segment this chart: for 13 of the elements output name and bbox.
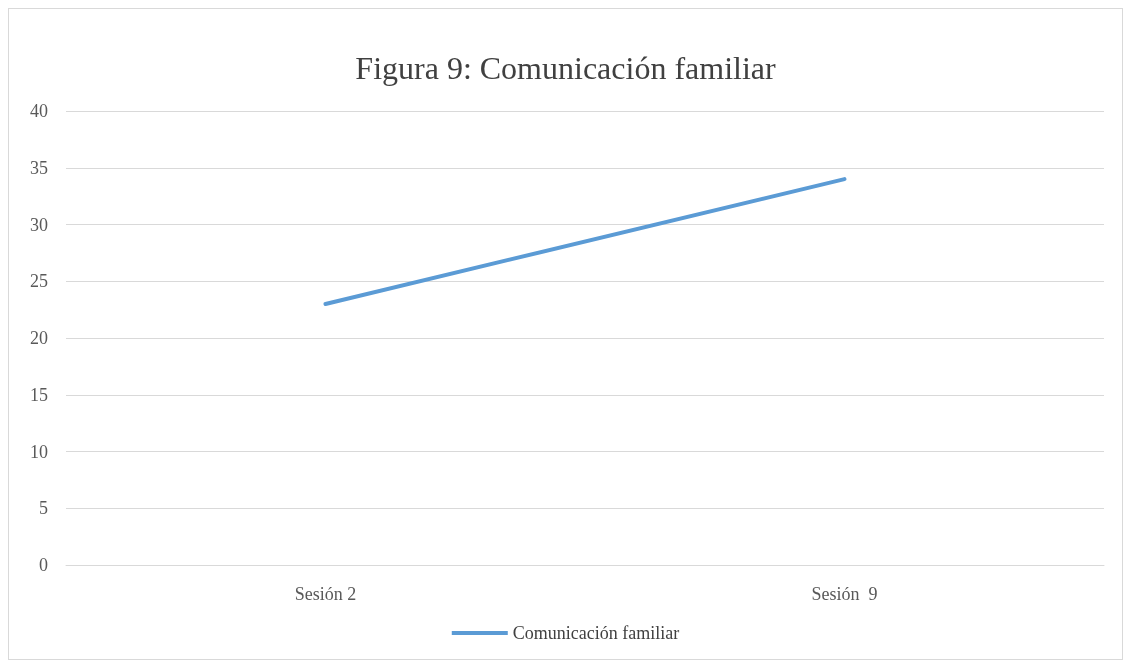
y-tick-label: 5 [39,498,48,519]
chart-title: Figura 9: Comunicación familiar [355,50,777,86]
y-tick-label: 0 [39,555,48,575]
x-tick-label: Sesión 2 [294,584,357,604]
x-tick-label: Sesión 9 [811,584,878,604]
y-tick-label: 40 [30,101,48,121]
y-tick-label: 20 [30,328,48,348]
y-tick-label: 30 [30,214,48,235]
y-tick-label: 35 [30,157,48,178]
y-tick-label: 10 [30,441,48,462]
y-tick-label: 25 [30,271,48,292]
y-tick-label: 15 [30,384,48,405]
legend-label: Comunicación familiar [512,623,680,643]
